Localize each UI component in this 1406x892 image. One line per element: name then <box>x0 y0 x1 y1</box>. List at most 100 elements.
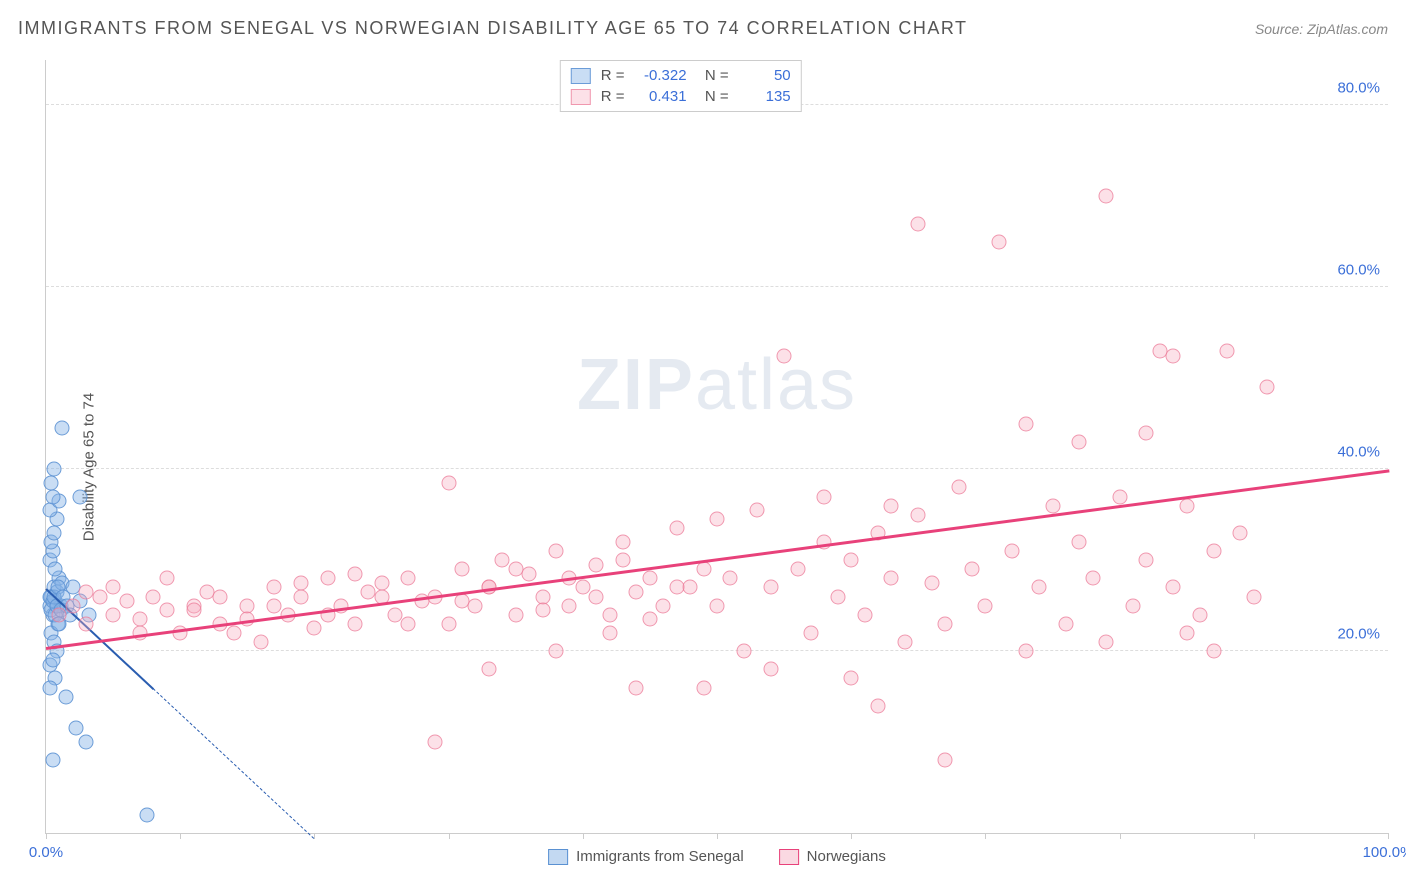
data-point <box>1005 544 1020 559</box>
data-point <box>535 603 550 618</box>
data-point <box>428 735 443 750</box>
data-point <box>455 594 470 609</box>
data-point <box>481 662 496 677</box>
legend-swatch <box>571 68 591 84</box>
data-point <box>696 562 711 577</box>
legend-r-value: -0.322 <box>635 67 687 84</box>
data-point <box>1058 616 1073 631</box>
data-point <box>106 607 121 622</box>
x-tick-label: 0.0% <box>29 844 63 861</box>
y-tick-label: 60.0% <box>1337 262 1380 279</box>
x-tick-mark <box>46 833 47 839</box>
data-point <box>548 644 563 659</box>
legend-n-value: 50 <box>739 67 791 84</box>
header: IMMIGRANTS FROM SENEGAL VS NORWEGIAN DIS… <box>18 18 1388 39</box>
data-point <box>1233 525 1248 540</box>
data-point <box>1099 635 1114 650</box>
plot-area: ZIPatlas 20.0%40.0%60.0%80.0%0.0%100.0%R… <box>45 60 1388 834</box>
data-point <box>347 616 362 631</box>
x-tick-label: 100.0% <box>1363 844 1406 861</box>
data-point <box>884 571 899 586</box>
data-point <box>710 512 725 527</box>
data-point <box>1139 425 1154 440</box>
x-tick-mark <box>1388 833 1389 839</box>
legend-item: Immigrants from Senegal <box>548 848 744 865</box>
watermark: ZIPatlas <box>577 344 857 426</box>
data-point <box>750 503 765 518</box>
data-point <box>683 580 698 595</box>
data-point <box>723 571 738 586</box>
data-point <box>911 216 926 231</box>
trend-line-extrapolated <box>153 688 315 839</box>
data-point <box>589 557 604 572</box>
legend-n-label: N = <box>697 67 729 84</box>
data-point <box>119 594 134 609</box>
data-point <box>441 616 456 631</box>
data-point <box>320 571 335 586</box>
x-tick-mark <box>1254 833 1255 839</box>
data-point <box>938 753 953 768</box>
data-point <box>924 575 939 590</box>
y-tick-label: 20.0% <box>1337 626 1380 643</box>
data-point <box>106 580 121 595</box>
data-point <box>844 671 859 686</box>
source-attribution: Source: ZipAtlas.com <box>1255 21 1388 37</box>
data-point <box>387 607 402 622</box>
data-point <box>1018 644 1033 659</box>
chart-container: Disability Age 65 to 74 ZIPatlas 20.0%40… <box>45 60 1388 874</box>
data-point <box>911 507 926 522</box>
y-tick-label: 40.0% <box>1337 444 1380 461</box>
gridline <box>46 286 1388 287</box>
data-point <box>1018 416 1033 431</box>
data-point <box>616 535 631 550</box>
data-point <box>347 566 362 581</box>
data-point <box>602 607 617 622</box>
data-point <box>629 585 644 600</box>
data-point <box>508 562 523 577</box>
data-point <box>1206 544 1221 559</box>
data-point <box>736 644 751 659</box>
data-point <box>1112 489 1127 504</box>
data-point <box>602 625 617 640</box>
data-point <box>991 234 1006 249</box>
data-point <box>964 562 979 577</box>
data-point <box>589 589 604 604</box>
data-point <box>1072 434 1087 449</box>
data-point <box>978 598 993 613</box>
data-point <box>213 589 228 604</box>
data-point <box>1179 625 1194 640</box>
legend-n-value: 135 <box>739 88 791 105</box>
gridline <box>46 650 1388 651</box>
data-point <box>226 625 241 640</box>
data-point <box>1032 580 1047 595</box>
data-point <box>45 753 60 768</box>
chart-title: IMMIGRANTS FROM SENEGAL VS NORWEGIAN DIS… <box>18 18 968 39</box>
data-point <box>1045 498 1060 513</box>
data-point <box>47 525 62 540</box>
data-point <box>159 603 174 618</box>
legend-swatch <box>571 89 591 105</box>
data-point <box>455 562 470 577</box>
legend-r-label: R = <box>601 88 625 105</box>
x-tick-mark <box>851 833 852 839</box>
x-tick-mark <box>180 833 181 839</box>
data-point <box>267 598 282 613</box>
data-point <box>1246 589 1261 604</box>
legend-label: Immigrants from Senegal <box>576 848 744 865</box>
x-tick-mark <box>1120 833 1121 839</box>
data-point <box>844 553 859 568</box>
data-point <box>562 598 577 613</box>
data-point <box>884 498 899 513</box>
data-point <box>468 598 483 613</box>
data-point <box>441 475 456 490</box>
data-point <box>642 612 657 627</box>
legend-n-label: N = <box>697 88 729 105</box>
x-tick-mark <box>449 833 450 839</box>
data-point <box>79 585 94 600</box>
data-point <box>267 580 282 595</box>
data-point <box>669 521 684 536</box>
data-point <box>777 348 792 363</box>
data-point <box>92 589 107 604</box>
data-point <box>52 607 67 622</box>
data-point <box>146 589 161 604</box>
